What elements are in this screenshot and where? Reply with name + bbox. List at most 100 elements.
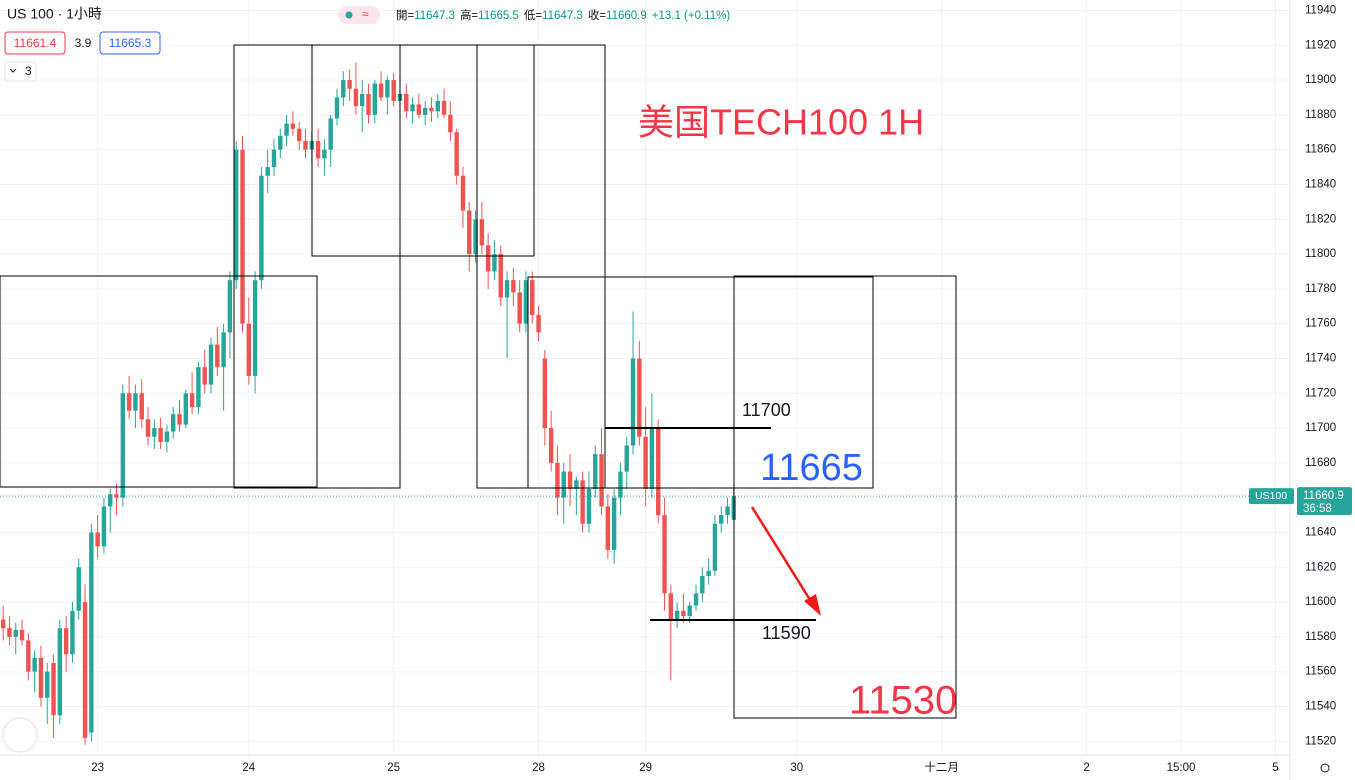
candle-body bbox=[693, 593, 699, 606]
candle-body bbox=[372, 83, 377, 115]
x-tick-label: 29 bbox=[639, 762, 652, 774]
candle-body bbox=[473, 219, 478, 255]
candle-body bbox=[234, 149, 239, 281]
settings-icon[interactable] bbox=[1320, 763, 1330, 773]
candle-body bbox=[611, 497, 617, 550]
status-dot bbox=[345, 11, 353, 19]
candle-body bbox=[687, 605, 692, 617]
symbol-tag-bg bbox=[1249, 488, 1294, 505]
x-tick-label: 30 bbox=[790, 762, 803, 774]
candle-body bbox=[416, 104, 422, 115]
candle-body bbox=[63, 628, 69, 655]
x-tick-label: 25 bbox=[387, 762, 400, 774]
candle-body bbox=[460, 175, 466, 211]
candle-body bbox=[536, 314, 541, 333]
candle-body bbox=[700, 575, 705, 594]
legend-label: 高= bbox=[460, 8, 478, 22]
candle-body bbox=[171, 414, 176, 432]
x-tick-label: 24 bbox=[242, 762, 255, 774]
x-tick-label: 2 bbox=[1083, 762, 1089, 774]
candle-body bbox=[303, 140, 308, 150]
y-tick-label: 11620 bbox=[1305, 561, 1336, 573]
y-tick-label: 11580 bbox=[1305, 631, 1336, 643]
annotation: 11590 bbox=[762, 623, 811, 643]
candle-body bbox=[385, 80, 390, 98]
legend-label: 收= bbox=[588, 8, 606, 22]
candle-body bbox=[580, 480, 585, 524]
candle-body bbox=[246, 323, 252, 376]
candle-body bbox=[101, 506, 107, 547]
candle-body bbox=[265, 167, 270, 176]
candle-body bbox=[649, 428, 655, 489]
candle-body bbox=[618, 471, 623, 498]
y-tick-label: 11800 bbox=[1305, 248, 1336, 260]
candle-body bbox=[334, 97, 340, 119]
candle-body bbox=[366, 93, 371, 115]
x-tick-label: 28 bbox=[532, 762, 545, 774]
arrow bbox=[750, 506, 814, 604]
box bbox=[527, 276, 874, 489]
y-tick-label: 11560 bbox=[1305, 666, 1336, 678]
y-tick-label: 11880 bbox=[1305, 109, 1336, 121]
ask-box[interactable] bbox=[99, 31, 161, 55]
candle-body bbox=[498, 254, 503, 298]
countdown: 36:58 bbox=[1303, 503, 1332, 515]
candle-body bbox=[259, 175, 264, 281]
candle-body bbox=[32, 657, 37, 672]
candle-body bbox=[240, 149, 245, 324]
box bbox=[0, 275, 318, 488]
candle-body bbox=[504, 280, 510, 298]
candle-body bbox=[221, 332, 226, 368]
candle-body bbox=[114, 494, 119, 498]
indicators-toggle[interactable] bbox=[4, 61, 37, 82]
candle-body bbox=[561, 471, 566, 498]
candle-body bbox=[76, 567, 81, 611]
annotation: 11530 bbox=[849, 679, 957, 723]
candle-body bbox=[196, 367, 201, 408]
candle-body bbox=[674, 610, 680, 620]
ask: 11665.3 bbox=[109, 36, 152, 50]
status-pill[interactable] bbox=[338, 6, 380, 24]
candle-body bbox=[378, 83, 384, 98]
x-tick-label: 十二月 bbox=[924, 760, 959, 774]
legend-value: 11647.3 bbox=[542, 10, 583, 22]
box bbox=[311, 44, 535, 257]
candle-body bbox=[296, 128, 302, 141]
candle-body bbox=[278, 135, 283, 150]
candle-body bbox=[45, 671, 50, 698]
candle-body bbox=[359, 93, 365, 107]
candle-body bbox=[315, 140, 321, 159]
y-tick-label: 11720 bbox=[1305, 387, 1336, 399]
candle-body bbox=[517, 292, 522, 324]
x-tick-label: 15:00 bbox=[1167, 762, 1196, 774]
candle-body bbox=[567, 471, 573, 489]
candle-body bbox=[441, 100, 447, 115]
candle-body bbox=[467, 210, 472, 255]
y-tick-label: 11840 bbox=[1305, 178, 1336, 190]
legend-label: 開= bbox=[396, 9, 414, 22]
indicators-count: 3 bbox=[25, 64, 32, 78]
drawings: 美国TECH100 1H 11700 11665 11590 11530 bbox=[0, 44, 957, 723]
candle-body bbox=[328, 118, 333, 150]
annotation: 11700 bbox=[742, 400, 791, 420]
candle-body bbox=[548, 428, 554, 463]
ohlc-legend: 開=11647.3 高=11665.5 低=11647.3 收=11660.9 +13.… bbox=[396, 8, 730, 22]
candle-body bbox=[542, 358, 548, 429]
legend-label: 低= bbox=[524, 9, 542, 22]
candle-body bbox=[126, 393, 132, 411]
y-tick-label: 11820 bbox=[1305, 213, 1336, 225]
y-tick-label: 11520 bbox=[1305, 735, 1336, 747]
y-tick-label: 11860 bbox=[1305, 144, 1336, 156]
candle-body bbox=[605, 506, 611, 550]
candle-body bbox=[183, 393, 189, 425]
candle-body bbox=[189, 393, 195, 408]
candle-body bbox=[38, 657, 44, 698]
legend-value: 11665.5 bbox=[478, 10, 519, 22]
legend-value: 11660.9 bbox=[606, 10, 647, 22]
candle-body bbox=[624, 445, 629, 472]
bid-box[interactable] bbox=[4, 31, 66, 55]
candle-body bbox=[271, 149, 277, 168]
candle-body bbox=[322, 149, 327, 159]
candle-body bbox=[656, 428, 661, 516]
candle-body bbox=[177, 414, 182, 425]
